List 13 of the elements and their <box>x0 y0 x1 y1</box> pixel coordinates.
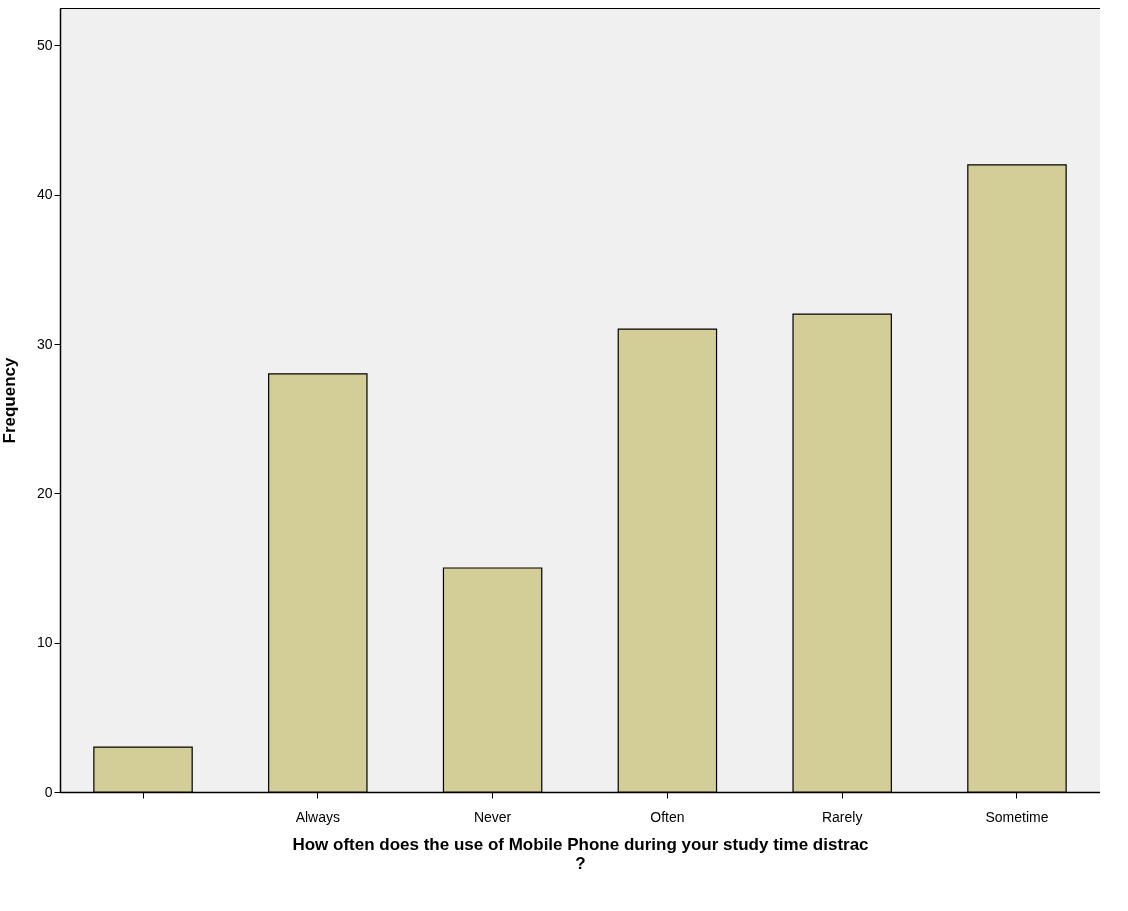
x-tick-label: Often <box>650 808 685 825</box>
y-tick-label: 50 <box>36 36 53 53</box>
x-tick-label: Rarely <box>821 808 863 825</box>
y-tick-label: 0 <box>44 783 53 800</box>
y-tick-label: 10 <box>36 634 53 651</box>
y-tick-label: 30 <box>36 335 53 352</box>
y-tick-label: 20 <box>36 484 53 501</box>
x-tick-label: Sometime <box>985 808 1049 825</box>
x-tick-label: Always <box>295 808 340 825</box>
y-tick-label: 40 <box>36 186 53 203</box>
x-axis-title: How often does the use of Mobile Phone during your study time distrac ? <box>292 834 869 873</box>
y-axis-title: Frequency <box>0 356 19 444</box>
x-tick-label: Never <box>473 808 512 825</box>
